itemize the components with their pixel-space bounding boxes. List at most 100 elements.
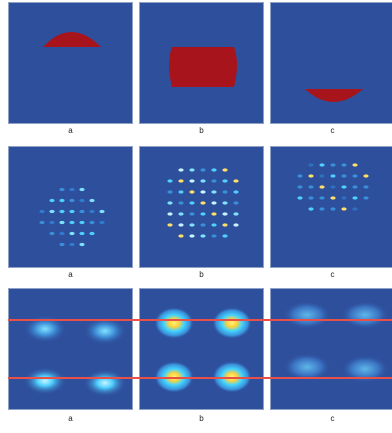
mask-cap-bottom	[305, 89, 363, 102]
panel-3b	[139, 288, 264, 410]
spot	[211, 201, 217, 205]
row-masks: a b c	[0, 2, 392, 147]
spot	[39, 209, 45, 214]
spot	[89, 220, 95, 225]
spot	[363, 185, 369, 189]
spot	[330, 174, 336, 178]
spot	[363, 196, 369, 200]
mask-barrel	[169, 47, 237, 87]
spot	[79, 209, 85, 214]
spot	[308, 185, 314, 189]
spot	[49, 231, 55, 236]
spot	[89, 198, 95, 203]
spot	[200, 168, 206, 172]
spot	[211, 190, 217, 194]
label-1c: c	[330, 126, 335, 135]
spot	[79, 198, 85, 203]
spot	[222, 201, 228, 205]
blob	[341, 355, 389, 383]
spot	[319, 196, 325, 200]
spot	[297, 196, 303, 200]
spot	[211, 212, 217, 216]
spot	[99, 220, 105, 225]
spot	[189, 201, 195, 205]
spot	[59, 242, 65, 247]
spot	[59, 231, 65, 236]
spot	[211, 179, 217, 183]
panel-1b	[139, 2, 264, 124]
spot	[222, 179, 228, 183]
spot	[233, 179, 239, 183]
spot	[352, 196, 358, 200]
spot-array-c	[297, 163, 369, 211]
spot	[319, 163, 325, 167]
spot	[319, 185, 325, 189]
spot	[59, 187, 65, 192]
spot	[308, 174, 314, 178]
blob	[154, 307, 194, 339]
spot	[69, 187, 75, 192]
spot	[341, 185, 347, 189]
label-3c: c	[330, 414, 335, 423]
spot	[178, 168, 184, 172]
spot	[200, 190, 206, 194]
spot	[341, 196, 347, 200]
spot	[79, 242, 85, 247]
blob	[23, 315, 67, 343]
label-2c: c	[330, 270, 335, 279]
panel-2c	[270, 146, 392, 268]
spot	[308, 163, 314, 167]
spot	[330, 196, 336, 200]
spot	[319, 174, 325, 178]
label-3b: b	[199, 414, 204, 423]
blob	[341, 301, 389, 329]
spot	[167, 190, 173, 194]
spot	[49, 220, 55, 225]
mask-cap-top	[43, 32, 101, 47]
spot	[49, 209, 55, 214]
spot	[189, 168, 195, 172]
spot	[200, 223, 206, 227]
spot	[189, 234, 195, 238]
spot	[167, 212, 173, 216]
label-1b: b	[199, 126, 204, 135]
spot	[200, 212, 206, 216]
spot	[330, 207, 336, 211]
spot	[352, 207, 358, 211]
spot	[178, 201, 184, 205]
spot	[222, 190, 228, 194]
spot	[49, 198, 55, 203]
spot	[69, 231, 75, 236]
spot	[178, 179, 184, 183]
spot	[89, 209, 95, 214]
spot	[59, 198, 65, 203]
panel-1c	[270, 2, 392, 124]
blob	[283, 301, 331, 329]
spot	[233, 201, 239, 205]
label-1a: a	[68, 126, 73, 135]
spot	[178, 212, 184, 216]
spot	[352, 163, 358, 167]
panel-3c	[270, 288, 392, 410]
blob	[83, 317, 127, 345]
spot	[297, 174, 303, 178]
spot	[233, 190, 239, 194]
label-3a: a	[68, 414, 73, 423]
spot	[59, 220, 65, 225]
spot	[189, 190, 195, 194]
spot	[200, 201, 206, 205]
spot	[297, 185, 303, 189]
spot	[99, 209, 105, 214]
spot	[79, 187, 85, 192]
blob	[212, 307, 252, 339]
spot	[69, 198, 75, 203]
spot-array-b	[167, 168, 239, 238]
reference-line-upper	[8, 319, 392, 321]
spot	[200, 179, 206, 183]
blob	[23, 367, 67, 395]
spot	[200, 234, 206, 238]
spot	[222, 168, 228, 172]
spot	[39, 220, 45, 225]
spot	[167, 223, 173, 227]
spot	[233, 223, 239, 227]
